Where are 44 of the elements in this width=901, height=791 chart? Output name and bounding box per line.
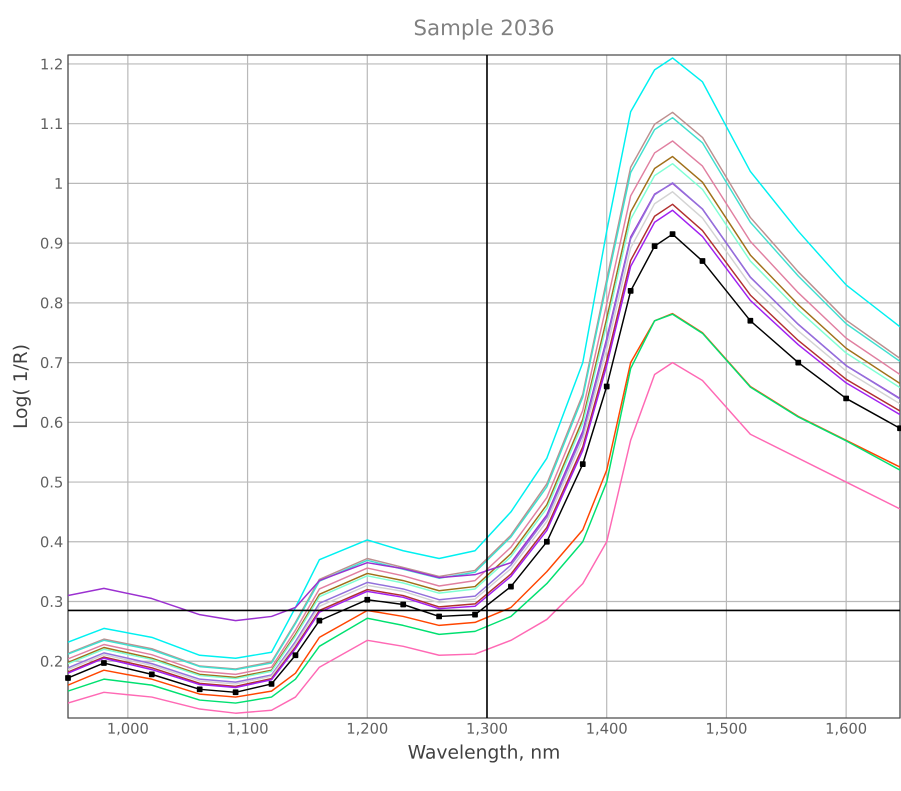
point bbox=[148, 672, 155, 678]
point bbox=[316, 618, 322, 624]
y-tick-label: 0.6 bbox=[40, 416, 62, 428]
y-tick-label: 1.1 bbox=[42, 118, 62, 130]
x-tick-label: 1,300 bbox=[468, 722, 507, 736]
x-tick-label: 1,200 bbox=[348, 722, 388, 736]
y-tick-label: 1.2 bbox=[42, 58, 62, 70]
point bbox=[101, 660, 107, 666]
point bbox=[580, 461, 586, 467]
point bbox=[508, 584, 514, 590]
y-tick-label: 0.4 bbox=[40, 536, 62, 548]
point bbox=[544, 538, 550, 545]
x-tick-label: 1,400 bbox=[587, 722, 627, 736]
y-tick-label: 0.2 bbox=[40, 656, 62, 667]
y-tick-label: 0.7 bbox=[40, 357, 62, 368]
point bbox=[747, 318, 754, 324]
point bbox=[292, 652, 298, 658]
point bbox=[472, 612, 478, 618]
x-axis-title: Wavelength, nm bbox=[408, 744, 559, 763]
y-tick-label: 0.3 bbox=[40, 596, 62, 608]
point bbox=[604, 384, 610, 390]
x-tick-label: 1,500 bbox=[707, 722, 746, 736]
y-tick-label: 1 bbox=[56, 178, 62, 189]
point bbox=[670, 231, 676, 238]
x-tick-label: 1,600 bbox=[826, 722, 866, 736]
point bbox=[652, 243, 658, 249]
point bbox=[436, 614, 442, 620]
chart-title: Sample 2036 bbox=[414, 18, 554, 40]
point bbox=[700, 258, 706, 264]
point bbox=[364, 596, 370, 603]
y-axis-title: Log( 1/R) bbox=[12, 346, 31, 428]
y-tick-label: 0.9 bbox=[40, 238, 62, 249]
point bbox=[268, 681, 274, 687]
y-tick-label: 0.5 bbox=[40, 476, 62, 488]
point bbox=[843, 396, 849, 402]
point bbox=[232, 689, 238, 696]
point bbox=[400, 602, 406, 608]
point bbox=[628, 288, 634, 294]
point bbox=[65, 675, 71, 681]
point bbox=[795, 360, 802, 366]
x-tick-label: 1,100 bbox=[228, 722, 268, 736]
x-tick-label: 1,000 bbox=[108, 722, 148, 736]
y-tick-label: 0.8 bbox=[40, 297, 62, 308]
point bbox=[196, 686, 203, 692]
